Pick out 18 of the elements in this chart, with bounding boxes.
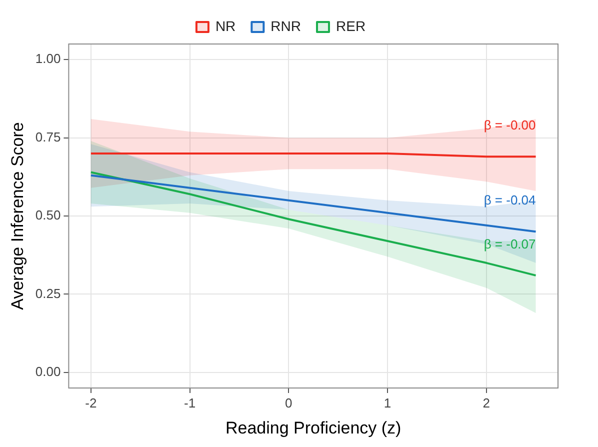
annotation: β = -0.00 xyxy=(484,118,536,133)
x-tick-label: 0 xyxy=(285,395,292,410)
annotation: β = -0.04 xyxy=(484,192,536,208)
annotation: β = -0.07 xyxy=(484,236,536,252)
y-tick-label: 0.75 xyxy=(35,129,61,144)
x-axis-title: Reading Proficiency (z) xyxy=(225,418,402,438)
legend-label: RNR xyxy=(270,18,302,34)
y-axis-title: Average Inference Score xyxy=(8,122,27,310)
y-tick-label: 0.00 xyxy=(35,364,61,379)
x-tick-label: -2 xyxy=(85,395,97,410)
x-tick-label: -1 xyxy=(184,395,196,410)
y-tick-label: 0.25 xyxy=(35,286,61,301)
x-tick-label: 2 xyxy=(482,395,490,410)
y-tick-label: 0.50 xyxy=(35,208,61,223)
legend-label: RER xyxy=(336,18,366,34)
legend-label: NR xyxy=(215,18,236,34)
y-tick-label: 1.00 xyxy=(35,51,61,66)
x-tick-label: 1 xyxy=(384,395,392,410)
